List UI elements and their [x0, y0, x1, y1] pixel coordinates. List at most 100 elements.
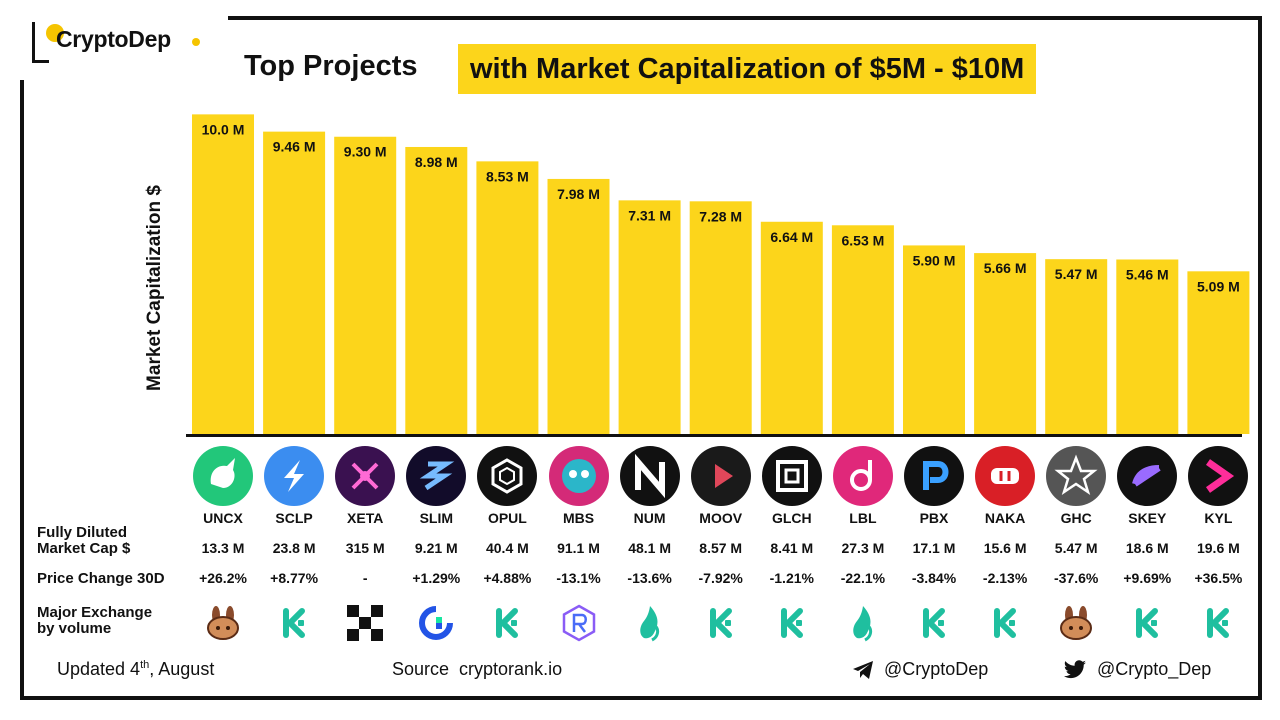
fdmc-value: 23.8 M [272, 540, 316, 556]
fdmc-value: 48.1 M [628, 540, 671, 556]
price-change-value: -1.21% [769, 570, 814, 586]
chart-title-part1: Top Projects [244, 50, 418, 82]
price-change-value: +9.69% [1123, 570, 1172, 586]
kucoin-icon [772, 603, 812, 643]
price-change-value: -13.1% [556, 570, 601, 586]
bar-value-label: 5.46 M [1126, 266, 1169, 282]
raydium-icon [559, 603, 599, 643]
exchange-row-label: Major Exchange by volume [37, 605, 152, 637]
updated-sup: th [140, 659, 150, 671]
fdmc-value: 8.57 M [699, 540, 743, 556]
dotmoovs-icon [690, 446, 751, 506]
scallop-icon [264, 446, 325, 506]
bar-value-label: 7.98 M [557, 186, 600, 202]
telegram-handle-text: @CryptoDep [884, 659, 989, 679]
bar-value-label: 6.53 M [841, 232, 884, 248]
bar-value-label: 5.09 M [1197, 278, 1240, 294]
kucoin-icon [985, 603, 1025, 643]
bar-ghc [1045, 259, 1108, 434]
huobi-icon [630, 603, 670, 643]
fdmc-row-label: Fully Diluted Market Cap $ [37, 525, 130, 557]
bar-num [618, 200, 681, 434]
telegram-handle[interactable]: @CryptoDep [852, 659, 988, 680]
fdmc-value: 15.6 M [983, 540, 1027, 556]
fdmc-value: 17.1 M [912, 540, 956, 556]
ticker-label: UNCX [203, 510, 243, 526]
glitch-icon [761, 446, 822, 506]
ticker-label: MBS [562, 510, 595, 526]
fdmc-value: 9.21 M [414, 540, 458, 556]
kucoin-icon [914, 603, 954, 643]
brand-logo: CryptoDep [30, 20, 210, 64]
bar-sclp [263, 131, 326, 434]
logo-bracket [32, 22, 49, 63]
solanium-icon [406, 446, 467, 506]
source-text: Source cryptorank.io [392, 659, 563, 679]
bar-xeta [334, 136, 397, 434]
twitter-handle[interactable]: @Crypto_Dep [1063, 659, 1211, 680]
bar-pbx [903, 245, 965, 434]
bar-value-label: 6.64 M [770, 229, 813, 245]
kucoin-icon [487, 603, 527, 643]
bar-naka [974, 253, 1037, 434]
twitter-handle-text: @Crypto_Dep [1097, 659, 1212, 679]
bar-mbs [547, 178, 610, 434]
bar-value-label: 9.46 M [273, 139, 316, 155]
price-change-value: -2.13% [982, 570, 1028, 586]
ticker-label: LBL [849, 510, 877, 526]
updated-suffix: , August [149, 659, 215, 679]
price-change-row-label: Price Change 30D [37, 570, 165, 587]
price-change-value: -3.84% [911, 570, 957, 586]
telegram-icon [853, 660, 873, 679]
fdmc-value: 27.3 M [841, 540, 885, 556]
bar-value-label: 5.66 M [984, 260, 1027, 276]
bar-glch [760, 221, 823, 434]
ticker-label: NAKA [984, 510, 1026, 526]
logo-dot-right [192, 38, 200, 46]
price-change-value: +8.77% [270, 570, 319, 586]
ticker-label: XETA [347, 510, 384, 526]
numbers-icon [619, 446, 680, 506]
price-change-value: +1.29% [412, 570, 461, 586]
fdmc-label-line2: Market Cap $ [37, 540, 131, 557]
bar-moov [689, 201, 752, 434]
fdmc-value: 19.6 M [1196, 540, 1240, 556]
ticker-label: NUM [633, 510, 666, 526]
price-change-value: - [362, 570, 368, 586]
skey-icon [1117, 446, 1178, 506]
bar-kyl [1187, 271, 1250, 434]
fdmc-value: 91.1 M [557, 540, 600, 556]
fdmc-label-line1: Fully Diluted [37, 524, 127, 541]
kylin-icon [1188, 446, 1249, 506]
price-change-value: -37.6% [1054, 570, 1099, 586]
fdmc-value: 13.3 M [201, 540, 245, 556]
ticker-label: GHC [1060, 510, 1092, 526]
okx-icon [345, 603, 385, 643]
price-change-value: +4.88% [483, 570, 532, 586]
updated-date: Updated 4th, August [57, 659, 214, 680]
nakamoto-icon [975, 446, 1036, 506]
ticker-label: GLCH [771, 510, 812, 526]
galaxy-heroes-icon [1046, 446, 1107, 506]
monkeyball-icon [548, 446, 609, 506]
bar-value-label: 5.47 M [1055, 266, 1098, 282]
pancakeswap-icon [203, 603, 243, 643]
price-change-value: -22.1% [840, 570, 886, 586]
paribus-icon [904, 446, 964, 506]
frame-left [20, 80, 24, 700]
fdmc-value: 40.4 M [485, 540, 529, 556]
ticker-label: PBX [919, 510, 949, 526]
fdmc-value: 8.41 M [770, 540, 814, 556]
brand-name: CryptoDep [56, 26, 171, 52]
bar-value-label: 5.90 M [913, 252, 956, 268]
ticker-label: OPUL [487, 510, 527, 526]
price-change-value: +26.2% [199, 570, 247, 586]
x-axis-line [186, 434, 1242, 437]
fdmc-value: 315 M [345, 540, 385, 556]
ticker-label: SLIM [419, 510, 454, 526]
twitter-icon [1064, 659, 1086, 678]
price-change-value: -13.6% [627, 570, 672, 586]
gateio-icon [416, 603, 456, 643]
xeta-icon [335, 446, 396, 506]
